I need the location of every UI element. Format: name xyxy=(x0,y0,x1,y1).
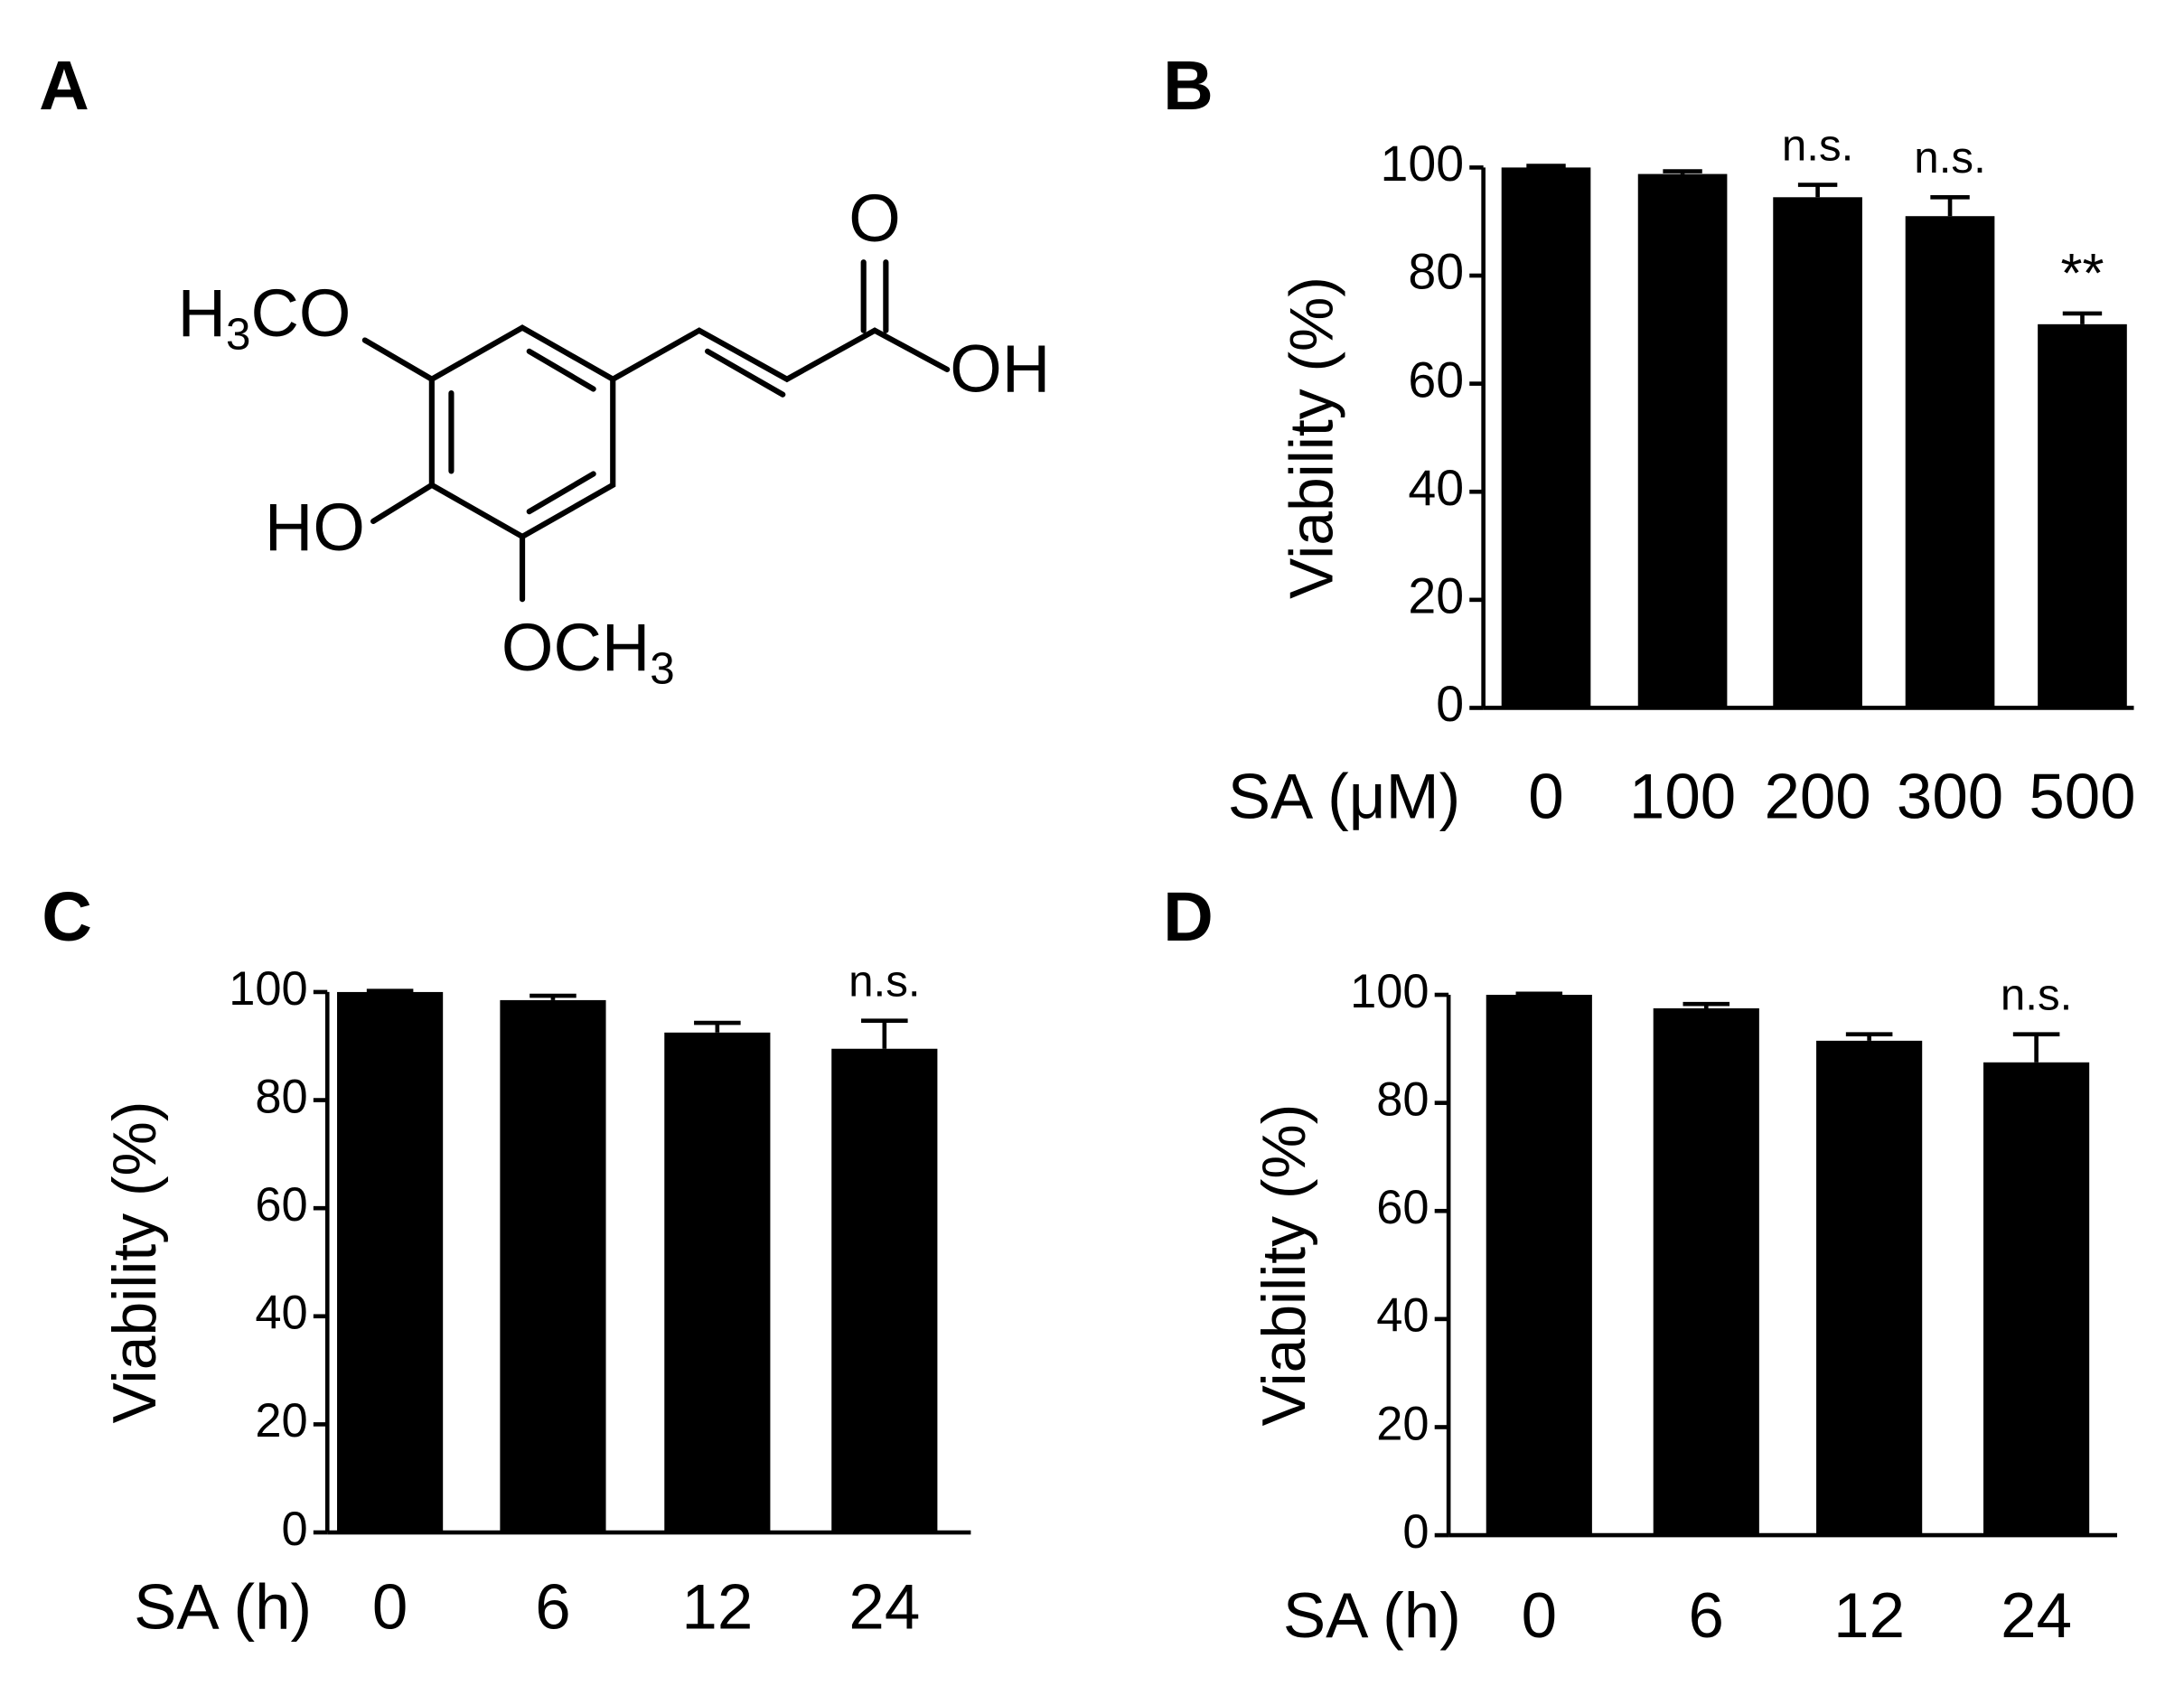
annotation: n.s. xyxy=(2001,970,2072,1020)
y-axis-label: Viability (%) xyxy=(1279,276,1346,599)
y-tick-label: 60 xyxy=(1408,351,1464,407)
ring xyxy=(428,324,616,540)
annotation: n.s. xyxy=(848,957,920,1007)
bar xyxy=(337,991,444,1533)
bar xyxy=(1653,1007,1759,1536)
x-tick-label: 12 xyxy=(1833,1580,1905,1652)
atom-label: O xyxy=(848,181,901,256)
y-tick-label: 20 xyxy=(255,1395,307,1447)
atom-label: OCH3 xyxy=(501,609,675,693)
x-tick-label: 24 xyxy=(2001,1580,2072,1652)
bar xyxy=(1501,167,1591,708)
y-axis-label: Viability (%) xyxy=(1251,1104,1318,1427)
bar xyxy=(664,1032,771,1533)
x-tick-label: 0 xyxy=(1522,1580,1557,1652)
atom-label: HO xyxy=(265,490,365,565)
subscript: 3 xyxy=(650,643,674,693)
x-tick-label: 100 xyxy=(1629,761,1736,832)
x-tick-label: 200 xyxy=(1764,761,1870,832)
x-tick-label: 0 xyxy=(372,1572,408,1644)
atom-text: OCH xyxy=(501,609,650,684)
bar xyxy=(1905,216,1995,708)
y-tick-label: 40 xyxy=(255,1288,307,1340)
y-tick-label: 80 xyxy=(1376,1073,1429,1126)
atom-text: CO xyxy=(250,275,351,350)
error-bar xyxy=(366,988,414,994)
bar xyxy=(500,999,606,1533)
y-tick-label: 100 xyxy=(229,963,307,1016)
y-tick-label: 100 xyxy=(1350,966,1429,1018)
annotation: ** xyxy=(2060,242,2104,304)
error-bar xyxy=(861,1018,908,1049)
y-tick-label: 0 xyxy=(1402,1506,1429,1559)
bar xyxy=(1773,197,1862,708)
x-tick-label: 6 xyxy=(1689,1580,1724,1652)
annotation: n.s. xyxy=(1914,133,1985,183)
error-bar xyxy=(1845,1032,1893,1041)
x-tick-label: 12 xyxy=(681,1572,753,1644)
x-tick-label: 24 xyxy=(848,1572,920,1644)
annotation: n.s. xyxy=(1782,120,1853,170)
y-tick-label: 80 xyxy=(255,1071,307,1123)
error-bar xyxy=(2062,311,2103,324)
bar xyxy=(1983,1062,2090,1536)
chart: D 0 20 40 60 80 100 Viability (%) SA (h) 0 6 12 24 n.… xyxy=(1163,878,2118,1652)
panel-label: C xyxy=(42,878,92,956)
bar xyxy=(831,1048,938,1533)
y-tick-label: 40 xyxy=(1376,1290,1429,1343)
chart: B 0 20 40 60 80 100 Viability (%) SA (μM) 0 100 200… xyxy=(1163,47,2136,833)
error-bar xyxy=(530,993,576,1000)
subscript: 3 xyxy=(226,309,250,359)
x-axis-label: SA (μM) xyxy=(1228,761,1460,832)
x-axis-label: SA (h) xyxy=(134,1572,312,1644)
atom-text: O xyxy=(848,181,901,256)
y-tick-label: 0 xyxy=(282,1503,308,1556)
chart: C 0 20 40 60 80 100 Viability (%) SA (h) 0 6 12 24 n.… xyxy=(42,878,971,1644)
ring-inner-bonds xyxy=(448,348,596,515)
y-tick-label: 20 xyxy=(1376,1398,1429,1450)
bar xyxy=(2038,323,2127,708)
error-bar xyxy=(2012,1032,2060,1063)
panel-label: D xyxy=(1163,878,1214,956)
bar xyxy=(1486,995,1592,1536)
substituent-bonds xyxy=(361,259,951,603)
atom-text: OH xyxy=(950,331,1050,406)
panel-label: B xyxy=(1163,47,1214,125)
atom-text: HO xyxy=(265,490,365,565)
error-bar xyxy=(1797,183,1838,198)
y-axis-label: Viability (%) xyxy=(101,1101,169,1424)
y-tick-label: 60 xyxy=(1376,1182,1429,1234)
y-tick-label: 0 xyxy=(1436,676,1464,732)
error-bar xyxy=(1526,164,1566,168)
bar xyxy=(1816,1040,1923,1536)
x-tick-label: 0 xyxy=(1528,761,1563,832)
bar xyxy=(1637,173,1728,708)
atom-label: OH xyxy=(950,331,1050,406)
y-tick-label: 20 xyxy=(1408,568,1464,624)
y-tick-label: 60 xyxy=(255,1179,307,1232)
error-bar xyxy=(1663,169,1702,174)
error-bar xyxy=(1930,194,1970,217)
error-bar xyxy=(1683,1001,1730,1008)
x-axis-label: SA (h) xyxy=(1283,1580,1461,1652)
panel-label: A xyxy=(39,47,89,125)
x-tick-label: 300 xyxy=(1897,761,2003,832)
x-tick-label: 6 xyxy=(535,1572,570,1644)
atom-text: H xyxy=(178,275,226,350)
y-tick-label: 100 xyxy=(1380,136,1464,192)
error-bar xyxy=(1515,991,1563,997)
y-tick-label: 40 xyxy=(1408,460,1464,516)
atom-label: H3CO xyxy=(178,275,352,359)
x-tick-label: 500 xyxy=(2029,761,2135,832)
y-tick-label: 80 xyxy=(1408,244,1464,300)
error-bar xyxy=(694,1020,741,1033)
